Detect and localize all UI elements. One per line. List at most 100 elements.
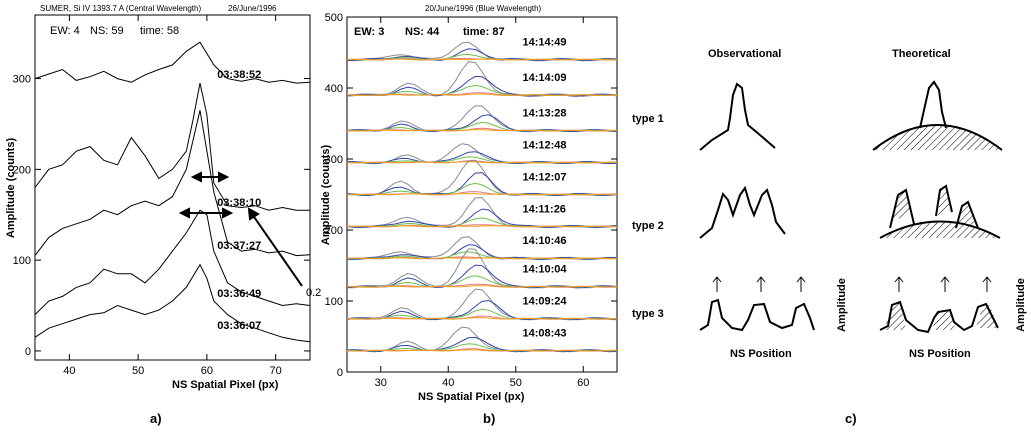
- series-label: 14:14:49: [523, 36, 567, 48]
- series-label: 14:10:46: [523, 235, 567, 247]
- panel-c-xlabel-obs: NS Position: [730, 348, 792, 360]
- annotation-label: 0.2: [306, 287, 321, 299]
- sketch-theo-type3-hatch: [884, 302, 998, 330]
- stack-2-series-1: [346, 114, 618, 133]
- series-label: 03:38:52: [217, 69, 261, 81]
- row-type-1: type 1: [632, 113, 664, 125]
- annotation-arrow: [247, 207, 303, 287]
- panel-a-caption: a): [150, 411, 162, 426]
- sketch-obs-type3: [699, 298, 815, 332]
- series-label: 14:09:24: [523, 296, 568, 308]
- stack-2-series-4: [346, 129, 618, 132]
- y-tick-label: 100: [325, 296, 343, 308]
- panel-a-series-labels: 03:38:52 03:38:10 03:37:27 03:36:49 03:36:07: [217, 69, 261, 332]
- series-label: 14:14:09: [523, 72, 567, 84]
- panel-a-time: time: 58: [140, 25, 179, 37]
- series-label: 14:08:43: [523, 328, 567, 340]
- stack-5-series-4: [346, 225, 618, 228]
- sketch-obs-type1: [699, 82, 776, 151]
- panel-a: SUMER, Si IV 1393.7 A (Central Wavelengt…: [5, 4, 321, 426]
- sketch-theo-type2: [879, 184, 1001, 239]
- panel-c-ylabel-obs: Amplitude: [836, 278, 848, 332]
- x-tick-label: 60: [577, 377, 589, 389]
- series-line-033649: [34, 209, 311, 315]
- x-tick-label: 40: [63, 365, 75, 377]
- x-tick-label: 40: [442, 377, 454, 389]
- panel-b-time: time: 87: [463, 26, 505, 38]
- x-tick-label: 50: [510, 377, 522, 389]
- series-label: 14:10:04: [523, 264, 568, 276]
- stack-6-series-1: [346, 244, 618, 260]
- type3-arrows-obs: [712, 276, 806, 292]
- stack-9-series-4: [346, 349, 618, 352]
- panel-b-series: [346, 41, 618, 353]
- panel-b-ns: NS: 44: [405, 26, 440, 38]
- panel-b-header: 20/June/1996 (Blue Wavelength): [425, 4, 542, 13]
- series-label: 03:37:27: [217, 240, 261, 252]
- stack-5-series-0: [346, 197, 618, 228]
- y-tick-label: 200: [325, 225, 343, 237]
- stack-8-series-4: [346, 317, 618, 320]
- stack-5-series-1: [346, 208, 618, 228]
- panel-b-xlabel: NS Spatial Pixel (px): [418, 391, 525, 403]
- panel-a-series: [34, 41, 311, 343]
- panel-b-ticks: 30 40 50 60 0 100 200 300 400 500: [325, 12, 617, 389]
- y-tick-label: 400: [325, 83, 343, 95]
- series-label: 14:12:48: [523, 139, 567, 151]
- stack-8-series-0: [346, 288, 618, 321]
- width-arrow-lower: [178, 207, 234, 219]
- col-observational: Observational: [708, 48, 781, 60]
- series-label: 03:36:49: [217, 288, 261, 300]
- stack-0-series-4: [346, 58, 618, 61]
- stack-4-series-4: [346, 192, 618, 196]
- sketch-theo-type3: [879, 300, 999, 334]
- type3-arrows-theo: [894, 276, 992, 292]
- row-type-3: type 3: [632, 308, 664, 320]
- y-tick-label: 200: [13, 164, 31, 176]
- panel-a-ns: NS: 59: [90, 25, 124, 37]
- panel-a-header-left: SUMER, Si IV 1393.7 A (Central Wavelengt…: [40, 4, 201, 13]
- x-tick-label: 70: [270, 365, 282, 377]
- x-tick-label: 50: [132, 365, 144, 377]
- y-tick-label: 100: [13, 255, 31, 267]
- stack-6-series-0: [346, 236, 618, 260]
- panel-a-xlabel: NS Spatial Pixel (px): [172, 379, 279, 391]
- x-tick-label: 60: [201, 365, 213, 377]
- panel-b-ylabel: Amplitude (counts): [320, 145, 332, 246]
- series-line-033607: [34, 263, 311, 343]
- stack-1-series-4: [346, 93, 618, 97]
- series-line-033810: [34, 82, 310, 211]
- y-tick-label: 300: [13, 74, 31, 86]
- y-tick-label: 300: [325, 154, 343, 166]
- series-line-033727: [34, 110, 311, 257]
- panel-a-ew: EW: 4: [50, 25, 80, 37]
- series-line-033852: [34, 41, 311, 84]
- stack-1-series-0: [346, 61, 618, 97]
- stack-6-series-4: [347, 257, 618, 260]
- series-label: 14:12:07: [523, 171, 567, 183]
- series-label: 14:11:26: [523, 203, 566, 215]
- series-label: 14:13:28: [523, 107, 567, 119]
- x-tick-label: 30: [375, 377, 387, 389]
- series-label: 03:36:07: [217, 320, 261, 332]
- stack-3-series-4: [346, 161, 618, 164]
- panel-c-ylabel-theo: Amplitude: [1015, 278, 1027, 332]
- panel-a-frame: [34, 14, 311, 361]
- stack-0-series-0: [346, 41, 618, 62]
- sketch-theo-type1: [872, 124, 1003, 151]
- stack-7-series-4: [346, 285, 618, 288]
- panel-b: 20/June/1996 (Blue Wavelength) EW: 3 NS:…: [320, 4, 618, 426]
- width-arrow-upper: [190, 171, 230, 183]
- panel-a-ylabel: Amplitude (counts): [5, 138, 17, 239]
- series-label: 03:38:10: [217, 197, 261, 209]
- panel-a-ticks: 40 50 60 70 0 100 200 300: [13, 15, 310, 377]
- panel-a-header-right: 26/June/1996: [228, 4, 277, 13]
- y-tick-label: 0: [337, 367, 343, 379]
- sketch-obs-type2: [699, 185, 786, 239]
- y-tick-label: 500: [325, 12, 343, 24]
- row-type-2: type 2: [632, 220, 664, 232]
- y-tick-label: 0: [25, 346, 31, 358]
- sketch-theo-type1-peak: [919, 80, 947, 129]
- stack-8-series-1: [346, 299, 618, 321]
